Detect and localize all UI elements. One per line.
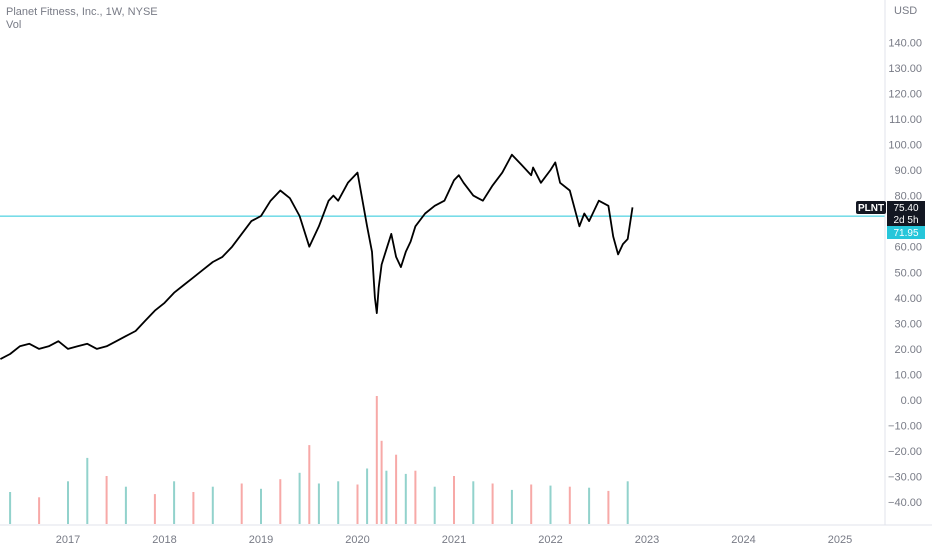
y-tick-label: 0.00 [901,395,922,407]
volume-bar [105,476,108,524]
volume-bar [588,487,591,524]
y-tick-label: −10.00 [888,421,922,433]
x-tick-label: 2025 [828,534,852,546]
y-tick-label: −30.00 [888,472,922,484]
volume-bar [472,481,475,524]
x-axis[interactable]: 2017 2018 2019 2020 2021 2022 2023 2024 2025 [56,534,852,546]
volume-bar [298,472,301,524]
volume-bar [308,445,311,524]
y-tick-label: 40.00 [894,293,922,305]
x-tick-label: 2017 [56,534,80,546]
volume-bar [395,454,398,524]
y-tick-label: 110.00 [889,114,922,126]
volume-bar [453,476,455,524]
x-tick-label: 2018 [152,534,176,546]
volume-label[interactable]: Vol [6,19,22,31]
x-tick-label: 2023 [635,534,659,546]
last-price-tag: 75.40 [893,203,918,214]
volume-bar [173,481,176,524]
volume-bar [404,473,407,524]
symbol-tag: PLNT [858,203,884,214]
volume-bar [385,470,388,524]
volume-bar [380,440,383,524]
volume-bar [530,484,533,524]
volume-bar [211,486,214,524]
volume-bar [366,468,369,524]
volume-bar [491,483,494,524]
volume-bar [549,485,552,524]
x-tick-label: 2020 [345,534,369,546]
volume-bar [317,483,320,524]
y-tick-label: 50.00 [894,267,922,279]
volume-bar [153,494,156,524]
y-tick-label: 130.00 [888,63,922,75]
volume-bar [240,483,243,524]
y-tick-label: 120.00 [888,88,922,100]
volume-bar [67,481,69,524]
y-tick-label: 30.00 [894,318,922,330]
volume-bar [414,470,417,524]
y-tick-label: 10.00 [894,369,922,381]
volume-bar [568,486,571,524]
x-tick-label: 2022 [538,534,562,546]
countdown-bg [887,213,925,226]
y-tick-label: −40.00 [888,497,922,509]
volume-bar [375,396,378,524]
y-axis[interactable]: 140.00 130.00 120.00 110.00 100.00 90.00 80.00… [888,37,922,509]
volume-bars [9,396,629,524]
volume-bar [607,490,610,524]
marker-price-tag: 71.95 [893,228,918,239]
volume-bar [626,481,629,524]
volume-bar [279,479,282,524]
symbol-tag-bg [856,201,886,214]
volume-bar [510,489,513,524]
x-tick-label: 2021 [442,534,466,546]
volume-bar [260,488,262,524]
price-line [0,153,634,360]
volume-bar [9,492,12,524]
volume-bar [38,497,41,524]
volume-bar [433,486,436,524]
marker-price-bg [887,226,925,239]
price-tags: PLNT 75.40 2d 5h 71.95 [856,201,925,239]
y-tick-label: 140.00 [888,37,922,49]
x-tick-label: 2019 [249,534,273,546]
y-tick-label: 20.00 [894,344,922,356]
volume-bar [124,486,127,524]
volume-bar [337,481,340,524]
y-tick-label: 60.00 [894,242,922,254]
last-price-bg [887,201,925,214]
y-tick-label: −20.00 [888,446,922,458]
currency-label[interactable]: USD [894,5,918,17]
volume-bar [192,492,195,524]
volume-bar [86,457,89,524]
volume-bar [356,484,359,524]
y-tick-label: 100.00 [888,140,922,152]
y-tick-label: 80.00 [894,191,922,203]
countdown-tag: 2d 5h [893,215,918,226]
x-tick-label: 2024 [731,534,755,546]
chart-legend: Planet Fitness, Inc., 1W, NYSE Vol [6,6,158,32]
symbol-title[interactable]: Planet Fitness, Inc., 1W, NYSE [6,6,158,18]
y-tick-label: 90.00 [894,165,922,177]
